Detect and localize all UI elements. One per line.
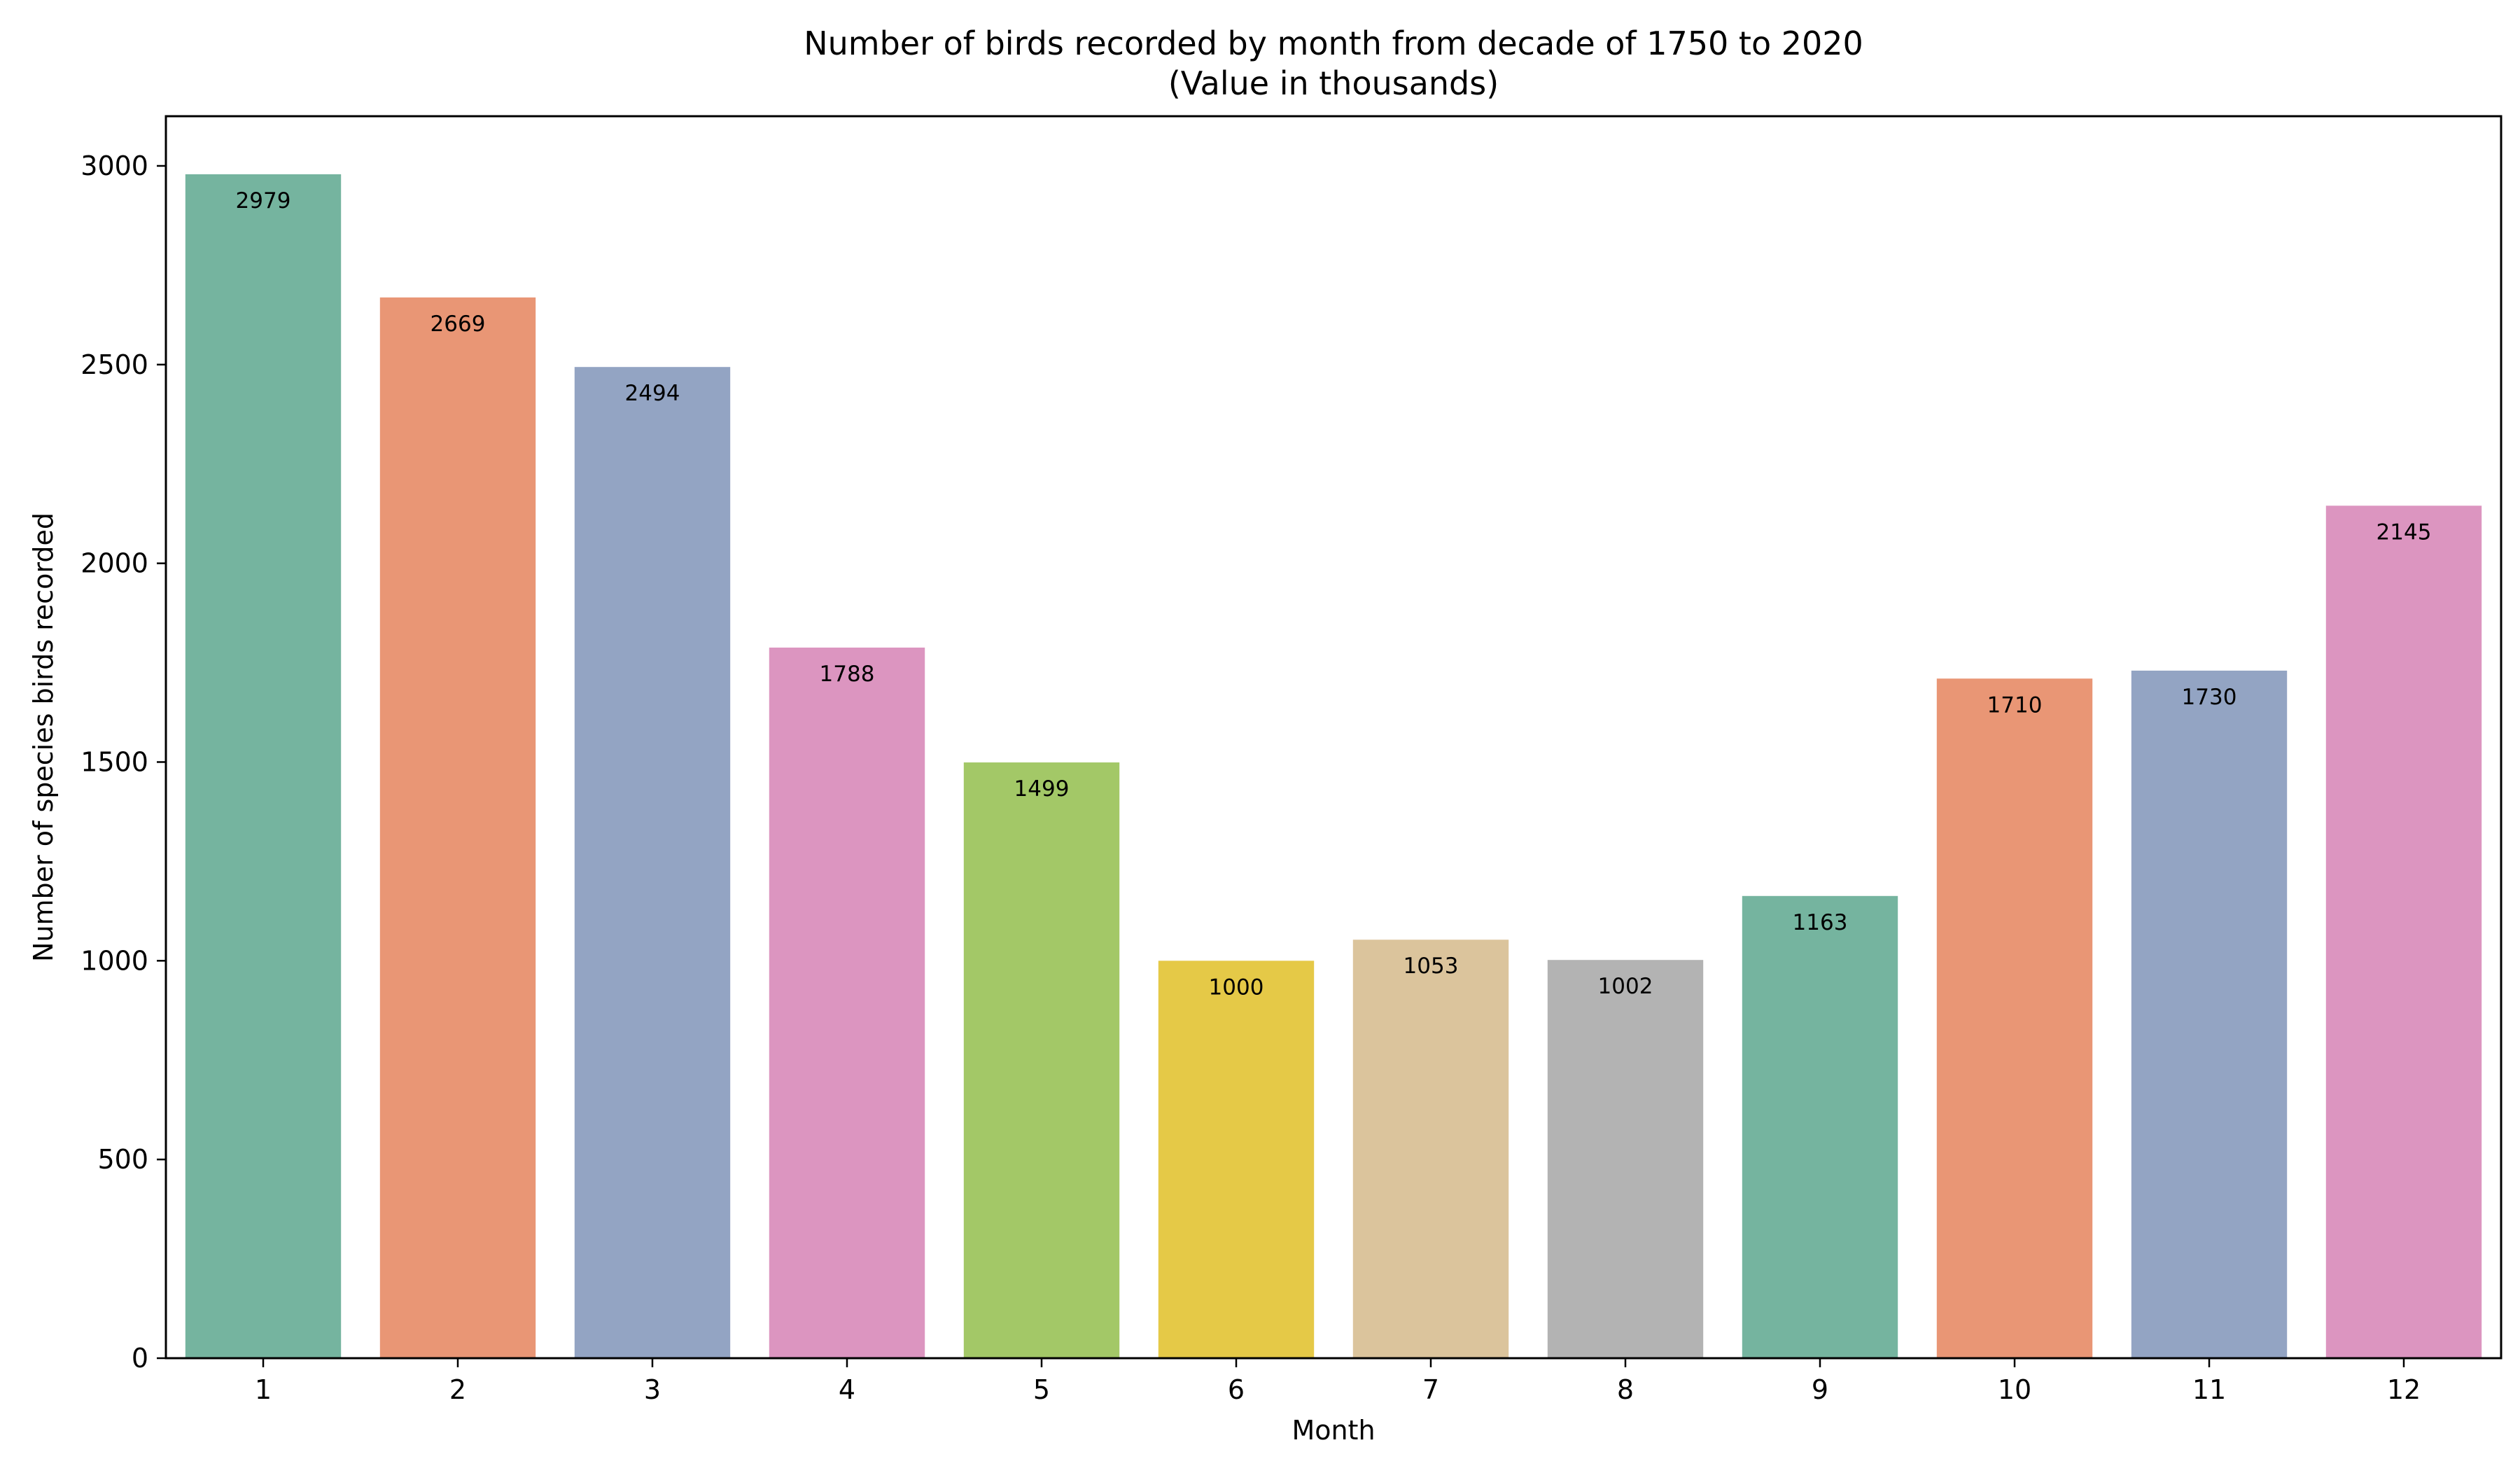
x-axis: 1 2 3 4 5 6 7 8 9 10 11 12 <box>255 1358 2421 1405</box>
y-tick-label: 3000 <box>80 151 148 181</box>
x-tick-label: 10 <box>1998 1374 2031 1405</box>
data-label-month-6: 1000 <box>1209 975 1264 1000</box>
y-tick-label: 1500 <box>80 746 148 777</box>
bars-layer <box>185 174 2482 1359</box>
bar-month-2 <box>379 297 536 1359</box>
x-axis-label: Month <box>1292 1415 1375 1446</box>
data-labels-layer: 2979 2669 2494 1788 1499 1000 1053 1002 1163 1710… <box>236 188 2432 1000</box>
data-label-month-8: 1002 <box>1598 974 1653 999</box>
x-tick-label: 3 <box>644 1374 661 1405</box>
x-tick-label: 1 <box>255 1374 272 1405</box>
x-tick-label: 9 <box>1812 1374 1828 1405</box>
x-tick-label: 8 <box>1617 1374 1634 1405</box>
bar-month-6 <box>1158 961 1315 1358</box>
x-tick-label: 12 <box>2387 1374 2421 1405</box>
x-tick-label: 7 <box>1422 1374 1439 1405</box>
data-label-month-4: 1788 <box>820 662 875 687</box>
data-label-month-9: 1163 <box>1793 910 1848 935</box>
y-axis-label: Number of species birds recorded <box>28 512 59 962</box>
data-label-month-3: 2494 <box>625 381 680 406</box>
bar-month-11 <box>2131 670 2288 1358</box>
bar-month-7 <box>1352 940 1509 1358</box>
x-tick-label: 5 <box>1033 1374 1050 1405</box>
data-label-month-12: 2145 <box>2376 519 2432 545</box>
data-label-month-2: 2669 <box>430 312 486 337</box>
data-label-month-10: 1710 <box>1987 692 2043 718</box>
y-axis: 0 500 1000 1500 2000 2500 3000 <box>80 151 166 1374</box>
chart-subtitle: (Value in thousands) <box>1168 64 1499 102</box>
data-label-month-1: 2979 <box>236 188 291 214</box>
y-tick-label: 2500 <box>80 349 148 380</box>
plot-frame <box>164 115 2502 1360</box>
y-tick-label: 2000 <box>80 548 148 579</box>
bar-month-5 <box>963 762 1120 1358</box>
bar-month-8 <box>1547 960 1704 1358</box>
data-label-month-7: 1053 <box>1404 954 1459 979</box>
chart-title: Number of birds recorded by month from d… <box>804 25 1863 62</box>
bar-month-3 <box>574 367 731 1358</box>
bar-month-1 <box>185 174 342 1358</box>
bar-month-10 <box>1936 678 2093 1358</box>
y-tick-label: 500 <box>97 1144 148 1175</box>
bar-month-4 <box>769 647 925 1358</box>
bar-month-12 <box>2325 505 2482 1358</box>
x-tick-label: 2 <box>449 1374 466 1405</box>
data-label-month-5: 1499 <box>1014 776 1070 802</box>
data-label-month-11: 1730 <box>2182 685 2237 710</box>
x-tick-label: 11 <box>2192 1374 2226 1405</box>
y-tick-label: 0 <box>132 1343 148 1374</box>
y-tick-label: 1000 <box>80 945 148 976</box>
x-tick-label: 6 <box>1228 1374 1245 1405</box>
x-tick-label: 4 <box>839 1374 855 1405</box>
bar-month-9 <box>1742 895 1898 1358</box>
